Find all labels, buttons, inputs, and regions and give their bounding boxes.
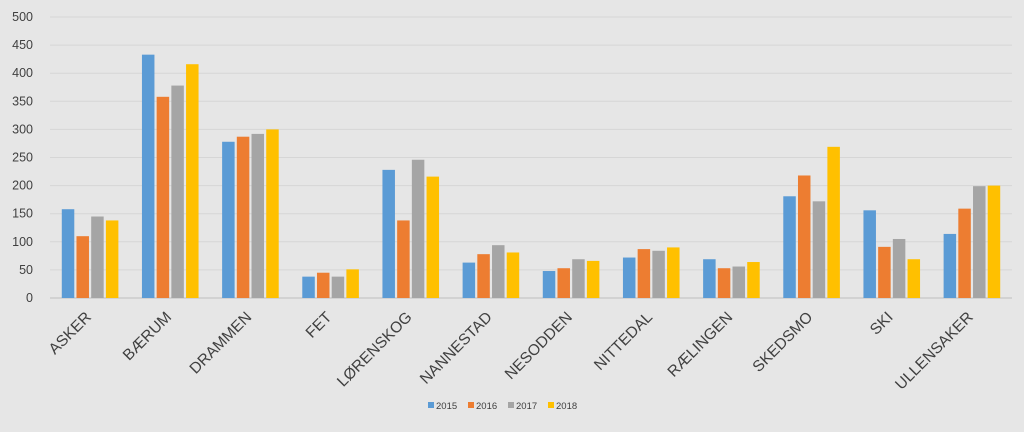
x-category-label: DRAMMEN [187, 309, 256, 378]
bar-2016-lørenskog [397, 220, 410, 298]
x-category-label: FET [303, 308, 336, 341]
x-category-label: LØRENSKOG [334, 309, 415, 390]
bar-2016-nannestad [477, 254, 490, 298]
bar-2018-nannestad [506, 252, 520, 298]
bars [61, 54, 1001, 299]
bar-2016-skedsmo [797, 175, 811, 298]
bar-2016-bærum [156, 96, 170, 298]
bar-2016-drammen [236, 136, 250, 298]
bar-2017-drammen [251, 133, 265, 298]
gridlines [50, 16, 1012, 299]
legend-swatch-2016 [468, 402, 474, 408]
bar-2015-nittedal [622, 257, 636, 298]
bar-2016-rælingen [717, 268, 731, 298]
y-tick-label: 500 [12, 10, 33, 24]
bar-2017-nittedal [652, 250, 665, 298]
y-tick-label: 50 [19, 263, 33, 277]
bar-2017-nannestad [492, 245, 505, 298]
legend-swatch-2018 [548, 402, 554, 408]
x-category-label: SKI [867, 309, 897, 339]
bar-2017-rælingen [732, 266, 746, 298]
legend-swatch-2017 [508, 402, 514, 408]
bar-2017-fet [331, 276, 345, 298]
bar-2015-lørenskog [382, 169, 395, 298]
y-tick-label: 250 [12, 151, 33, 165]
bar-2018-ski [907, 259, 921, 298]
x-category-label: RÆLINGEN [665, 309, 737, 381]
x-category-label: NESODDEN [502, 309, 576, 383]
bar-2015-nannestad [462, 262, 476, 298]
bar-2018-skedsmo [827, 146, 840, 298]
y-tick-label: 200 [12, 179, 33, 193]
bar-2015-drammen [222, 141, 235, 298]
y-axis-tick-labels: 0 50 100 150 200 250 300 350 400 450 500 [12, 10, 33, 305]
bar-2015-nesodden [542, 271, 556, 298]
bar-2018-lørenskog [426, 176, 440, 298]
x-category-label: NITTEDAL [591, 309, 656, 374]
legend-swatch-2015 [428, 402, 434, 408]
bar-2018-bærum [186, 64, 199, 298]
bar-2015-fet [302, 276, 315, 298]
bar-2015-skedsmo [783, 196, 796, 298]
bar-2016-ullensaker [958, 208, 971, 298]
bar-2016-asker [76, 236, 89, 298]
bar-2017-lørenskog [411, 159, 425, 298]
bar-2017-nesodden [572, 259, 585, 298]
bar-2018-ullensaker [987, 185, 1001, 298]
bar-2015-asker [61, 209, 75, 298]
x-category-label: NANNESTAD [417, 309, 496, 388]
bar-2018-asker [105, 220, 119, 298]
bar-2017-bærum [171, 85, 184, 299]
x-category-label: BÆRUM [120, 309, 175, 364]
bar-2016-fet [316, 272, 330, 298]
bar-2015-ski [863, 210, 876, 298]
bar-2015-bærum [141, 54, 155, 299]
x-category-label: ULLENSAKER [892, 309, 977, 394]
bar-2018-drammen [266, 129, 279, 298]
bar-2018-rælingen [747, 262, 760, 298]
bar-2015-ullensaker [943, 233, 957, 298]
y-tick-label: 300 [12, 122, 33, 136]
y-tick-label: 0 [26, 291, 33, 305]
y-tick-label: 350 [12, 94, 33, 108]
bar-2015-rælingen [703, 259, 716, 298]
bar-2017-ullensaker [973, 186, 986, 298]
y-tick-label: 400 [12, 66, 33, 80]
y-tick-label: 100 [12, 235, 33, 249]
bar-2016-nittedal [637, 249, 651, 298]
bar-2018-nesodden [586, 260, 600, 298]
y-tick-label: 150 [12, 207, 33, 221]
legend-label: 2016 [476, 401, 497, 412]
bar-2016-nesodden [557, 268, 570, 298]
legend-label: 2018 [556, 401, 577, 412]
bar-2017-skedsmo [812, 201, 826, 298]
x-category-label: SKEDSMO [750, 309, 817, 376]
legend: 2015 2016 2017 2018 [428, 401, 577, 412]
x-category-label: ASKER [46, 309, 95, 358]
bar-2016-ski [878, 246, 891, 298]
y-tick-label: 450 [12, 38, 33, 52]
bar-2017-ski [892, 238, 906, 298]
bar-2018-nittedal [667, 247, 680, 298]
bar-2017-asker [91, 216, 104, 298]
bar-2018-fet [346, 269, 359, 298]
legend-label: 2015 [436, 401, 457, 412]
legend-label: 2017 [516, 401, 537, 412]
